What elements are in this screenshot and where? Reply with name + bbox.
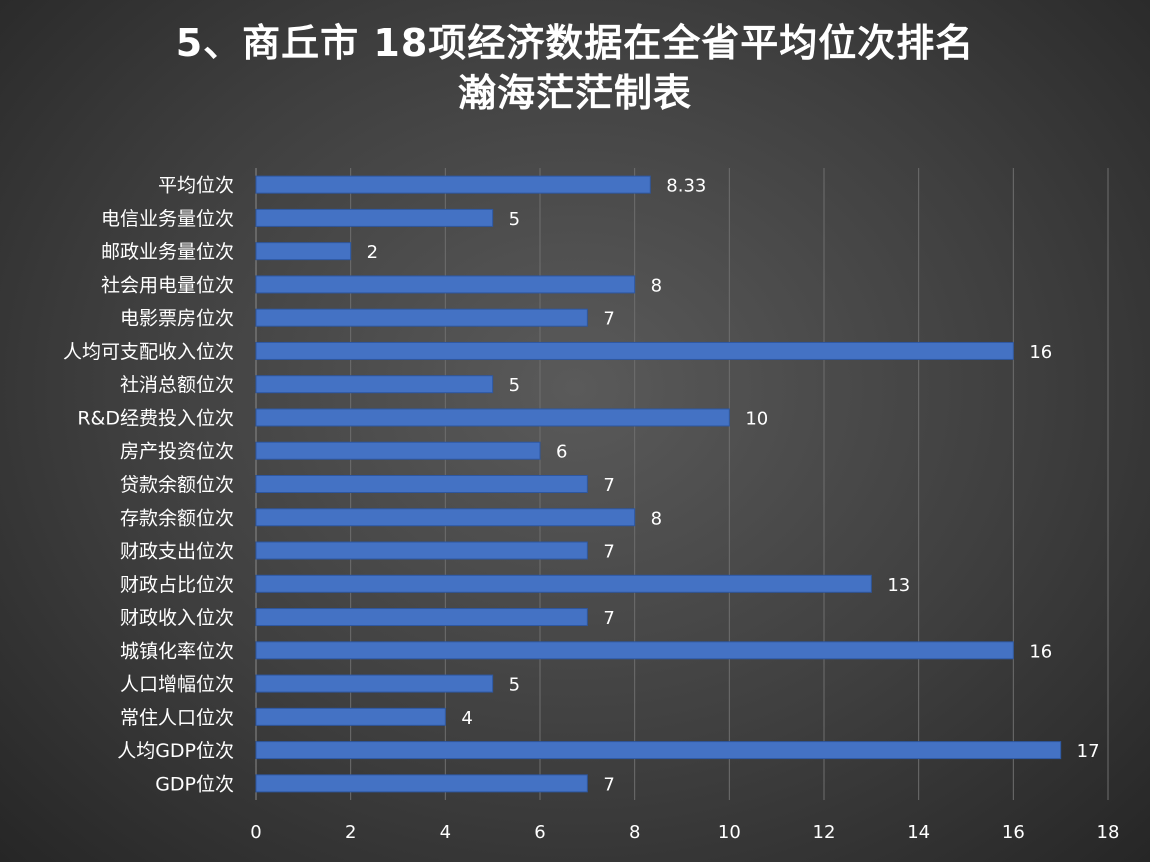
- value-label-7: 10: [745, 408, 768, 429]
- category-label-13: 财政收入位次: [120, 607, 234, 629]
- x-tick-label-2: 4: [440, 822, 451, 843]
- category-label-5: 人均可支配收入位次: [63, 341, 234, 363]
- value-label-3: 8: [651, 275, 662, 296]
- bar-6: [255, 375, 494, 394]
- value-label-12: 13: [887, 575, 910, 596]
- value-label-18: 7: [603, 774, 614, 795]
- category-label-16: 常住人口位次: [120, 707, 234, 729]
- category-label-6: 社消总额位次: [120, 374, 234, 396]
- value-label-0: 8.33: [666, 176, 706, 197]
- value-label-5: 16: [1029, 342, 1052, 363]
- bar-13: [255, 608, 588, 627]
- category-label-17: 人均GDP位次: [117, 740, 234, 762]
- value-label-4: 7: [603, 309, 614, 330]
- value-label-6: 5: [509, 375, 520, 396]
- value-label-10: 8: [651, 508, 662, 529]
- x-tick-label-8: 16: [1002, 822, 1025, 843]
- value-label-14: 16: [1029, 641, 1052, 662]
- bar-11: [255, 541, 588, 560]
- bar-5: [255, 341, 1014, 360]
- value-label-2: 2: [367, 242, 378, 263]
- x-tick-label-4: 8: [629, 822, 640, 843]
- bar-4: [255, 308, 588, 327]
- x-tick-label-1: 2: [345, 822, 356, 843]
- chart-subtitle: 瀚海茫茫制表: [457, 71, 692, 115]
- category-label-8: 房产投资位次: [120, 441, 234, 463]
- bar-0: [255, 175, 651, 194]
- bar-17: [255, 741, 1062, 760]
- category-label-14: 城镇化率位次: [120, 640, 234, 662]
- value-label-15: 5: [509, 675, 520, 696]
- category-label-3: 社会用电量位次: [101, 274, 234, 296]
- value-label-17: 17: [1077, 741, 1100, 762]
- bar-1: [255, 208, 494, 227]
- x-tick-label-3: 6: [534, 822, 545, 843]
- bar-7: [255, 408, 730, 427]
- category-label-7: R&D经费投入位次: [77, 407, 234, 429]
- bar-16: [255, 707, 446, 726]
- category-label-18: GDP位次: [155, 773, 234, 795]
- value-label-9: 7: [603, 475, 614, 496]
- x-tick-label-6: 12: [813, 822, 836, 843]
- x-tick-label-9: 18: [1097, 822, 1120, 843]
- bar-3: [255, 275, 636, 294]
- value-label-11: 7: [603, 542, 614, 563]
- x-tick-label-5: 10: [718, 822, 741, 843]
- value-label-16: 4: [461, 708, 472, 729]
- bar-12: [255, 574, 872, 593]
- category-label-1: 电信业务量位次: [101, 208, 234, 230]
- bar-14: [255, 641, 1014, 660]
- x-tick-label-7: 14: [907, 822, 930, 843]
- x-tick-label-0: 0: [250, 822, 261, 843]
- category-label-0: 平均位次: [158, 175, 234, 197]
- bar-8: [255, 441, 541, 460]
- value-label-1: 5: [509, 209, 520, 230]
- bar-9: [255, 475, 588, 493]
- bar-15: [255, 674, 494, 693]
- bar-2: [255, 242, 352, 261]
- category-label-10: 存款余额位次: [120, 507, 234, 529]
- category-label-15: 人口增幅位次: [120, 674, 234, 696]
- value-label-8: 6: [556, 442, 567, 463]
- category-label-4: 电影票房位次: [120, 308, 234, 330]
- category-label-9: 贷款余额位次: [120, 474, 234, 496]
- chart-title-block: 5、商丘市 18项经济数据在全省平均位次排名 瀚海茫茫制表: [0, 18, 1150, 118]
- bar-10: [255, 508, 636, 527]
- category-label-2: 邮政业务量位次: [101, 241, 234, 263]
- category-label-12: 财政占比位次: [120, 574, 234, 596]
- bar-18: [255, 774, 588, 793]
- value-label-13: 7: [603, 608, 614, 629]
- category-label-11: 财政支出位次: [120, 541, 234, 563]
- chart-title: 5、商丘市 18项经济数据在全省平均位次排名: [175, 21, 975, 65]
